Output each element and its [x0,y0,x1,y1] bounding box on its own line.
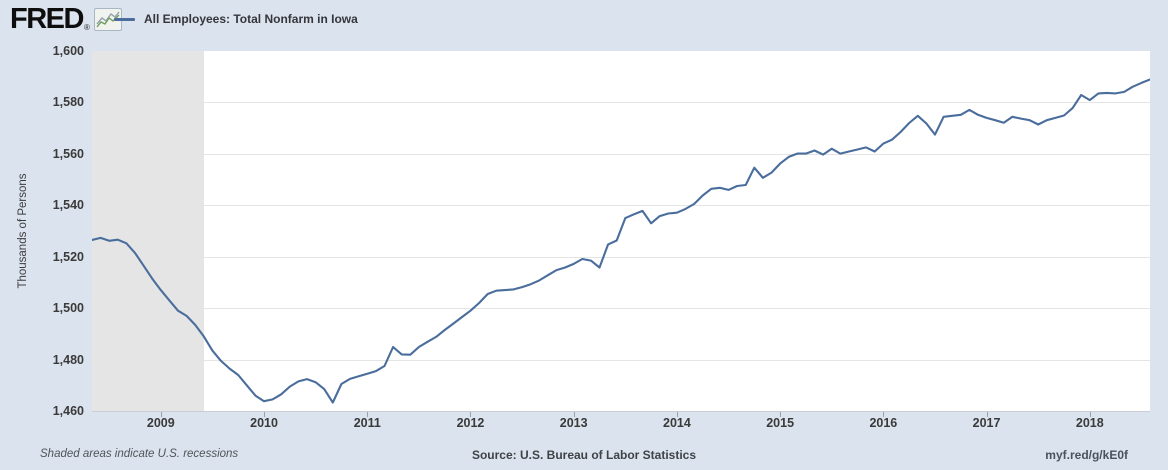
x-tick-label: 2010 [250,416,278,430]
plot-area[interactable] [92,51,1150,412]
x-tick-label: 2013 [559,416,588,430]
x-tick-label: 2012 [456,416,485,430]
gridline [92,205,1150,207]
x-tick-label: 2011 [353,416,381,430]
x-tick-mark [573,412,575,417]
recession-note: Shaded areas indicate U.S. recessions [40,448,239,460]
y-tick-label: 1,480 [52,352,84,367]
x-tick-mark [264,412,266,417]
x-tick-label: 2015 [766,416,795,430]
y-axis-title: Thousands of Persons [17,173,29,289]
x-tick-mark [367,412,369,417]
y-tick-label: 1,520 [52,249,84,264]
x-tick-label: 2014 [663,416,691,430]
registered-trademark: ® [83,23,90,32]
gridline [92,256,1150,258]
legend-line-swatch [114,17,135,21]
x-tick-mark [676,412,678,417]
x-tick-mark [780,412,782,417]
gridline [92,308,1150,310]
y-tick-label: 1,600 [52,44,84,58]
x-tick-mark [160,412,162,417]
legend: All Employees: Total Nonfarm in Iowa [114,12,358,26]
gridline [92,359,1150,361]
employment-line-series [92,78,1150,404]
source-attribution: Source: U.S. Bureau of Labor Statistics [471,448,697,462]
y-tick-label: 1,460 [52,404,84,418]
gridline [92,102,1150,104]
x-tick-label: 2016 [869,416,898,430]
x-tick-mark [1089,412,1091,417]
y-tick-label: 1,560 [52,146,84,161]
series-title: All Employees: Total Nonfarm in Iowa [144,12,358,26]
x-tick-label: 2018 [1075,416,1104,430]
fred-logo-text: FRED [10,3,84,35]
x-tick-mark [986,412,988,417]
fred-logo: FRED ® [10,3,122,36]
y-tick-label: 1,540 [52,198,84,213]
x-tick-mark [883,412,885,417]
x-tick-label: 2009 [146,416,175,430]
chart-shortlink: myf.red/g/kE0f [1045,448,1128,462]
x-tick-label: 2017 [972,416,1001,430]
recession-shading [92,51,204,411]
y-tick-label: 1,580 [52,95,84,110]
y-tick-label: 1,500 [52,301,84,316]
x-tick-mark [470,412,472,417]
gridline [92,153,1150,155]
